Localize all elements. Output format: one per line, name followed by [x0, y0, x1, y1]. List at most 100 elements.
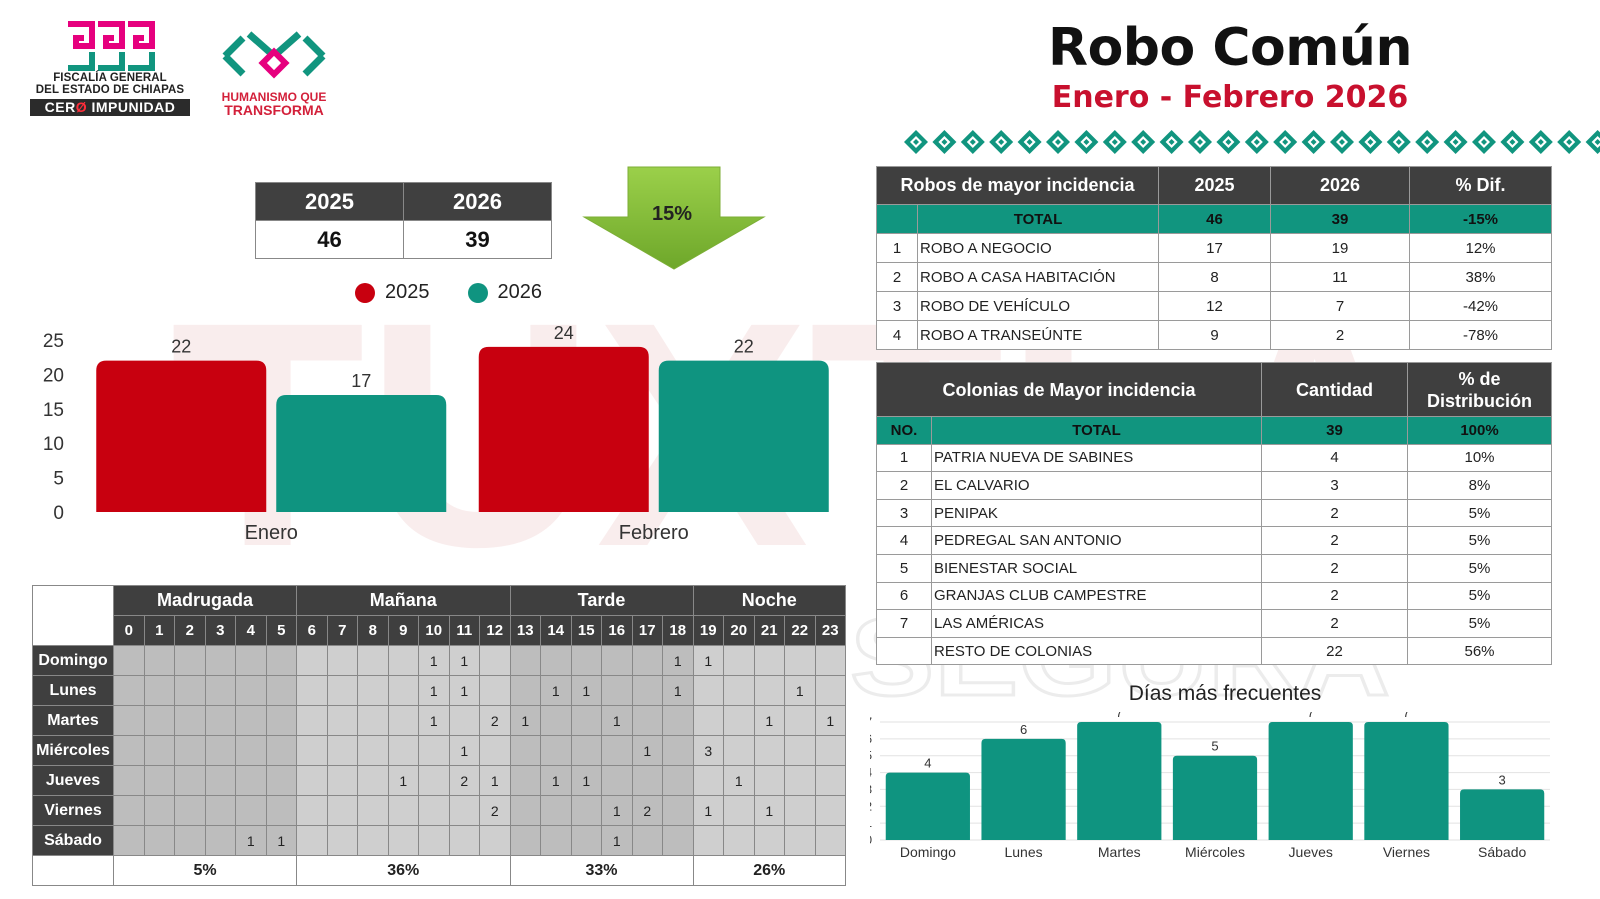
x-category-label: Enero [245, 522, 298, 544]
hour-cell [784, 765, 816, 796]
hour-cell: 1 [418, 645, 450, 676]
hour-cell [326, 735, 358, 766]
hour-cell [540, 705, 572, 736]
bar-Sábado [1460, 789, 1545, 840]
bar-value-label: 22 [734, 337, 754, 357]
table-row: Jueves 1 2 1 1 1 1 [32, 765, 846, 796]
hour-cell: 1 [784, 675, 816, 706]
robos-total-dif: -15% [1409, 204, 1552, 234]
hour-header: 3 [204, 615, 236, 646]
fge-logo-line1: FISCALÍA GENERAL [53, 72, 167, 84]
hour-cell [174, 765, 206, 796]
y-tick-label: 10 [43, 434, 64, 455]
hour-cell [143, 675, 175, 706]
hour-cell [784, 705, 816, 736]
bar-Martes [1077, 722, 1162, 840]
hour-cell [418, 795, 450, 826]
hour-cell [387, 705, 419, 736]
diamond-ornament-icon [1046, 130, 1070, 154]
hour-cell: 2 [631, 795, 663, 826]
hour-cell [662, 795, 694, 826]
table-row: RESTO DE COLONIAS 22 56% [876, 636, 1552, 666]
hour-cell [387, 735, 419, 766]
hour-cell [174, 825, 206, 856]
hour-cell [631, 825, 663, 856]
fge-badge-part-a: CER [44, 99, 76, 115]
hour-cell [235, 675, 267, 706]
x-category-label: Viernes [1383, 844, 1430, 860]
hour-cell [784, 795, 816, 826]
hour-header: 4 [235, 615, 267, 646]
hour-cell: 1 [601, 825, 633, 856]
hour-header: 5 [265, 615, 297, 646]
hour-cell: 1 [601, 795, 633, 826]
fge-logo-badge: CERØ IMPUNIDAD [30, 99, 190, 116]
diamond-ornament-icon [989, 130, 1014, 154]
hour-cell [601, 735, 633, 766]
bar-value-label: 7 [1116, 712, 1123, 720]
hour-cell [387, 795, 419, 826]
y-tick-label: 3 [870, 782, 872, 796]
hour-cell [296, 795, 328, 826]
diamond-ornament-icon [1273, 130, 1298, 154]
totals-summary-table: 2025 2026 46 39 [255, 182, 552, 259]
hour-cell [509, 735, 541, 766]
colonias-cell-no: 6 [876, 581, 932, 611]
fge-logo: FISCALÍA GENERAL DEL ESTADO DE CHIAPAS C… [30, 20, 190, 125]
hour-cell [570, 705, 602, 736]
hour-cell [814, 645, 846, 676]
hour-cell [357, 705, 389, 736]
hour-cell: 1 [448, 735, 480, 766]
hour-cell [723, 825, 755, 856]
hour-cell [174, 795, 206, 826]
hour-cell [479, 825, 511, 856]
robos-cell-dif: 12% [1409, 233, 1552, 263]
table-row: 3 ROBO DE VEHÍCULO 12 7 -42% [876, 291, 1552, 321]
colonias-cell-pct: 5% [1407, 526, 1552, 555]
hour-cell: 1 [265, 825, 297, 856]
hour-cell: 2 [448, 765, 480, 796]
hour-cell [784, 825, 816, 856]
colonias-cell-pct: 5% [1407, 581, 1552, 611]
chart-legend: 2025 2026 [355, 281, 580, 304]
bar-Domingo [885, 772, 970, 840]
hour-cell [509, 795, 541, 826]
colonias-cell-no: 4 [876, 526, 932, 555]
colonias-total-pct: 100% [1407, 416, 1552, 445]
hour-cell [296, 705, 328, 736]
hour-cell: 1 [662, 645, 694, 676]
colonias-cell-no: 1 [876, 443, 932, 473]
hour-cell [570, 735, 602, 766]
hour-cell [601, 675, 633, 706]
table-row: 6 GRANJAS CLUB CAMPESTRE 2 5% [876, 581, 1552, 611]
robos-cell-a: 8 [1158, 262, 1271, 292]
period-header: Tarde [509, 585, 694, 616]
hour-cell [265, 735, 297, 766]
hour-cell [509, 645, 541, 676]
humanismo-emblem-icon [222, 31, 326, 79]
hour-cell [326, 675, 358, 706]
hour-cell [814, 765, 846, 796]
diamond-ornament-icon [1301, 130, 1326, 154]
hour-header: 20 [723, 615, 755, 646]
y-tick-label: 15 [43, 400, 64, 421]
page-subtitle: Enero - Febrero 2026 [1051, 80, 1409, 115]
x-category-label: Martes [1098, 844, 1141, 860]
hour-cell [692, 825, 724, 856]
robos-cell-dif: -78% [1409, 320, 1552, 350]
humanismo-line2: TRANSFORMA [224, 102, 324, 118]
hour-cell: 1 [753, 795, 785, 826]
hour-cell [326, 765, 358, 796]
hour-cell [326, 645, 358, 676]
hour-cell [814, 795, 846, 826]
x-category-label: Sábado [1478, 844, 1526, 860]
robos-cell-a: 12 [1158, 291, 1271, 321]
hour-cell [479, 645, 511, 676]
summary-total-b: 39 [403, 220, 552, 259]
hour-cell [570, 825, 602, 856]
legend-item-2026: 2026 [467, 281, 542, 304]
hour-cell [357, 795, 389, 826]
hour-cell [601, 645, 633, 676]
hour-cell [174, 645, 206, 676]
y-tick-label: 7 [870, 715, 872, 729]
